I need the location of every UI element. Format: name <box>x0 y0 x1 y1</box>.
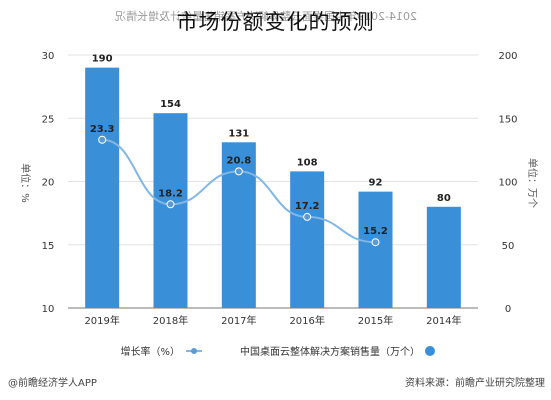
growth-point <box>371 238 380 247</box>
legend-line-marker <box>191 348 197 354</box>
bar <box>290 171 325 308</box>
legend-line-label: 增长率（%） <box>120 345 180 358</box>
growth-value-label: 15.2 <box>363 226 388 237</box>
bars <box>85 67 461 309</box>
legend: 中国桌面云整体解决方案销售量（万个） 增长率（%） <box>120 345 435 358</box>
growth-value-label: 23.3 <box>90 124 115 135</box>
right-tick-label: 150 <box>498 114 517 125</box>
growth-point <box>234 167 243 176</box>
category-labels: 2019年 2018年 2017年 2016年 2015年 2014年 <box>84 314 461 327</box>
growth-value-label: 17.2 <box>295 201 320 212</box>
growth-point <box>303 212 312 221</box>
category-label: 2017年 <box>221 314 256 327</box>
bar <box>221 142 256 308</box>
growth-value-label: 18.2 <box>158 188 183 199</box>
right-axis-label: 单位：万个 <box>526 158 539 208</box>
source-note: 资料来源：前瞻产业研究院整理 <box>405 376 545 389</box>
bar-value-label: 131 <box>228 128 249 139</box>
bar-value-label: 154 <box>160 99 181 110</box>
legend-bar-label: 中国桌面云整体解决方案销售量（万个） <box>240 345 420 358</box>
bar-value-label: 190 <box>92 54 113 65</box>
left-tick-label: 15 <box>42 241 55 252</box>
legend-bar-swatch <box>425 346 435 356</box>
bar-value-label: 80 <box>437 193 451 204</box>
bar <box>426 206 461 308</box>
left-axis-label: 单位：% <box>19 163 32 203</box>
category-label: 2016年 <box>289 314 324 327</box>
left-tick-label: 25 <box>42 114 55 125</box>
right-tick-label: 50 <box>502 241 515 252</box>
right-tick-label: 100 <box>498 178 517 189</box>
right-tick-label: 0 <box>505 304 511 315</box>
bar-value-label: 92 <box>369 178 383 189</box>
right-axis-ticks: 0 50 100 150 200 <box>498 51 517 315</box>
left-tick-label: 30 <box>42 51 55 62</box>
right-tick-label: 200 <box>498 51 517 62</box>
overlay-title: 市场份额变化的预测 <box>176 10 375 34</box>
bar-value-labels: 190 154 131 108 92 80 <box>92 54 451 204</box>
watermark-credit: @前瞻经济学人APP <box>8 376 97 389</box>
left-tick-label: 20 <box>42 178 55 189</box>
growth-value-label: 20.8 <box>226 155 251 166</box>
category-label: 2018年 <box>153 314 188 327</box>
bar <box>153 113 188 308</box>
bar <box>358 191 393 308</box>
growth-point <box>166 200 175 209</box>
growth-line: 23.3 18.2 20.8 17.2 15.2 <box>90 124 388 247</box>
left-tick-label: 10 <box>42 304 55 315</box>
growth-point <box>98 135 107 144</box>
gridlines <box>68 54 478 309</box>
category-label: 2019年 <box>84 314 119 327</box>
chart-title: 2014-2019年中国桌面云整体解决方案销售量统计及增长情况 <box>115 9 417 23</box>
bar-value-label: 108 <box>297 157 318 168</box>
category-label: 2014年 <box>426 314 461 327</box>
category-label: 2015年 <box>358 314 393 327</box>
bar <box>85 67 120 309</box>
left-axis-ticks: 10 15 20 25 30 <box>42 51 55 315</box>
